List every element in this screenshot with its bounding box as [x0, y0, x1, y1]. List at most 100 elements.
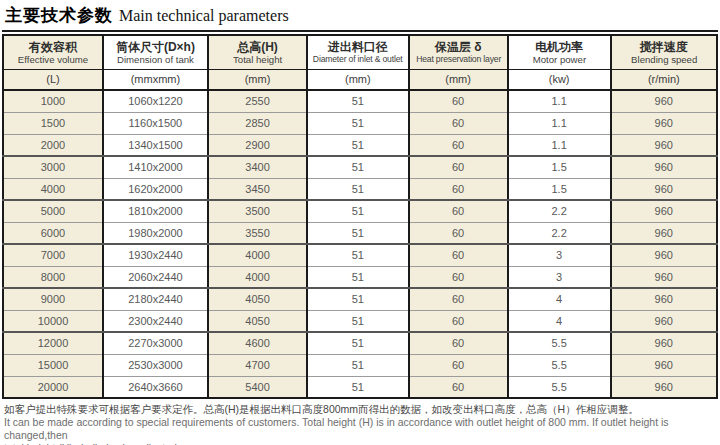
data-cell: 2640x3660 — [103, 376, 208, 398]
column-header-en: Total height — [211, 54, 304, 65]
data-cell: 60 — [409, 90, 508, 112]
data-cell: 60 — [409, 376, 508, 398]
data-cell: 51 — [307, 178, 408, 200]
data-cell: 2530x3000 — [103, 354, 208, 376]
data-cell: 2900 — [208, 134, 307, 156]
data-cell: 4050 — [208, 288, 307, 310]
data-cell: 5.5 — [508, 376, 611, 398]
data-cell: 51 — [307, 112, 408, 134]
data-cell: 2.2 — [508, 222, 611, 244]
table-row: 80002060x2440400051603960 — [3, 266, 717, 288]
data-cell: 51 — [307, 266, 408, 288]
data-cell: 3000 — [3, 156, 103, 178]
spec-sheet-page: 主要技术参数Main technical parameters 有效容积Effe… — [0, 0, 720, 445]
table-row: 70001930x2440400051603960 — [3, 244, 717, 266]
footer-note-en-line1: It can be made according to special requ… — [4, 416, 716, 442]
table-row: 20001340x1500290051601.1960 — [3, 134, 717, 156]
data-cell: 1060x1220 — [103, 90, 208, 112]
data-cell: 3 — [508, 266, 611, 288]
data-cell: 5.5 — [508, 354, 611, 376]
data-cell: 2060x2440 — [103, 266, 208, 288]
data-cell: 1.1 — [508, 112, 611, 134]
data-cell: 51 — [307, 134, 408, 156]
data-cell: 60 — [409, 112, 508, 134]
data-cell: 3550 — [208, 222, 307, 244]
data-cell: 3450 — [208, 178, 307, 200]
data-cell: 5.5 — [508, 332, 611, 354]
column-header: 保温层 δHeat preservation layer — [409, 35, 508, 69]
data-cell: 60 — [409, 354, 508, 376]
data-cell: 8000 — [3, 266, 103, 288]
data-cell: 960 — [611, 90, 717, 112]
column-header-zh: 有效容积 — [4, 40, 102, 54]
column-header-en: Diameter of inlet & outlet — [310, 54, 405, 65]
data-cell: 15000 — [3, 354, 103, 376]
data-cell: 60 — [409, 244, 508, 266]
data-cell: 51 — [307, 244, 408, 266]
table-row: 200002640x3660540051605.5960 — [3, 376, 717, 398]
data-cell: 960 — [611, 178, 717, 200]
data-cell: 2550 — [208, 90, 307, 112]
column-unit: (r/min) — [611, 69, 717, 90]
column-unit: (kw) — [508, 69, 611, 90]
data-cell: 1.5 — [508, 156, 611, 178]
data-cell: 51 — [307, 376, 408, 398]
data-cell: 9000 — [3, 288, 103, 310]
data-cell: 2270x3000 — [103, 332, 208, 354]
footer-note: 如客户提出特殊要求可根据客户要求定作。总高(H)是根据出料口高度800mm而得出… — [2, 399, 718, 445]
data-cell: 1.1 — [508, 90, 611, 112]
data-cell: 60 — [409, 178, 508, 200]
data-cell: 6000 — [3, 222, 103, 244]
table-body: 10001060x1220255051601.196015001160x1500… — [3, 90, 717, 398]
data-cell: 4000 — [208, 244, 307, 266]
data-cell: 5400 — [208, 376, 307, 398]
data-cell: 960 — [611, 156, 717, 178]
column-header-zh: 总高(H) — [209, 40, 306, 54]
header-units-row: (L)(mmxmm)(mm)(mm)(mm)(kw)(r/min) — [3, 69, 717, 90]
data-cell: 4 — [508, 288, 611, 310]
column-header-zh: 筒体尺寸(D×h) — [104, 40, 207, 54]
data-cell: 12000 — [3, 332, 103, 354]
data-cell: 60 — [409, 222, 508, 244]
data-cell: 60 — [409, 200, 508, 222]
data-cell: 51 — [307, 200, 408, 222]
data-cell: 2.2 — [508, 200, 611, 222]
data-cell: 1500 — [3, 112, 103, 134]
data-cell: 51 — [307, 354, 408, 376]
data-cell: 60 — [409, 134, 508, 156]
table-row: 120002270x3000460051605.5960 — [3, 332, 717, 354]
data-cell: 51 — [307, 288, 408, 310]
data-cell: 1980x2000 — [103, 222, 208, 244]
data-cell: 960 — [611, 376, 717, 398]
data-cell: 2300x2440 — [103, 310, 208, 332]
data-cell: 7000 — [3, 244, 103, 266]
data-cell: 960 — [611, 134, 717, 156]
data-cell: 960 — [611, 266, 717, 288]
data-cell: 51 — [307, 156, 408, 178]
data-cell: 51 — [307, 332, 408, 354]
data-cell: 4050 — [208, 310, 307, 332]
data-cell: 960 — [611, 222, 717, 244]
table-row: 150002530x3000470051605.5960 — [3, 354, 717, 376]
page-title: 主要技术参数Main technical parameters — [2, 2, 718, 30]
title-divider — [2, 30, 718, 32]
data-cell: 960 — [611, 200, 717, 222]
table-row: 100002300x2440405051604960 — [3, 310, 717, 332]
data-cell: 60 — [409, 156, 508, 178]
data-cell: 3400 — [208, 156, 307, 178]
column-header-en: Effective volume — [6, 54, 100, 65]
column-header-zh: 保温层 δ — [410, 40, 507, 54]
column-header-zh: 电机功率 — [509, 40, 610, 54]
data-cell: 60 — [409, 266, 508, 288]
column-unit: (mm) — [307, 69, 408, 90]
column-header-en: Blending speed — [614, 54, 714, 65]
data-cell: 960 — [611, 310, 717, 332]
column-header: 电机功率Motor power — [508, 35, 611, 69]
column-unit: (L) — [3, 69, 103, 90]
data-cell: 1000 — [3, 90, 103, 112]
column-header: 搅拌速度Blending speed — [611, 35, 717, 69]
column-header: 进出料口径Diameter of inlet & outlet — [307, 35, 408, 69]
data-cell: 2850 — [208, 112, 307, 134]
column-header-zh: 搅拌速度 — [612, 40, 716, 54]
data-cell: 4000 — [3, 178, 103, 200]
